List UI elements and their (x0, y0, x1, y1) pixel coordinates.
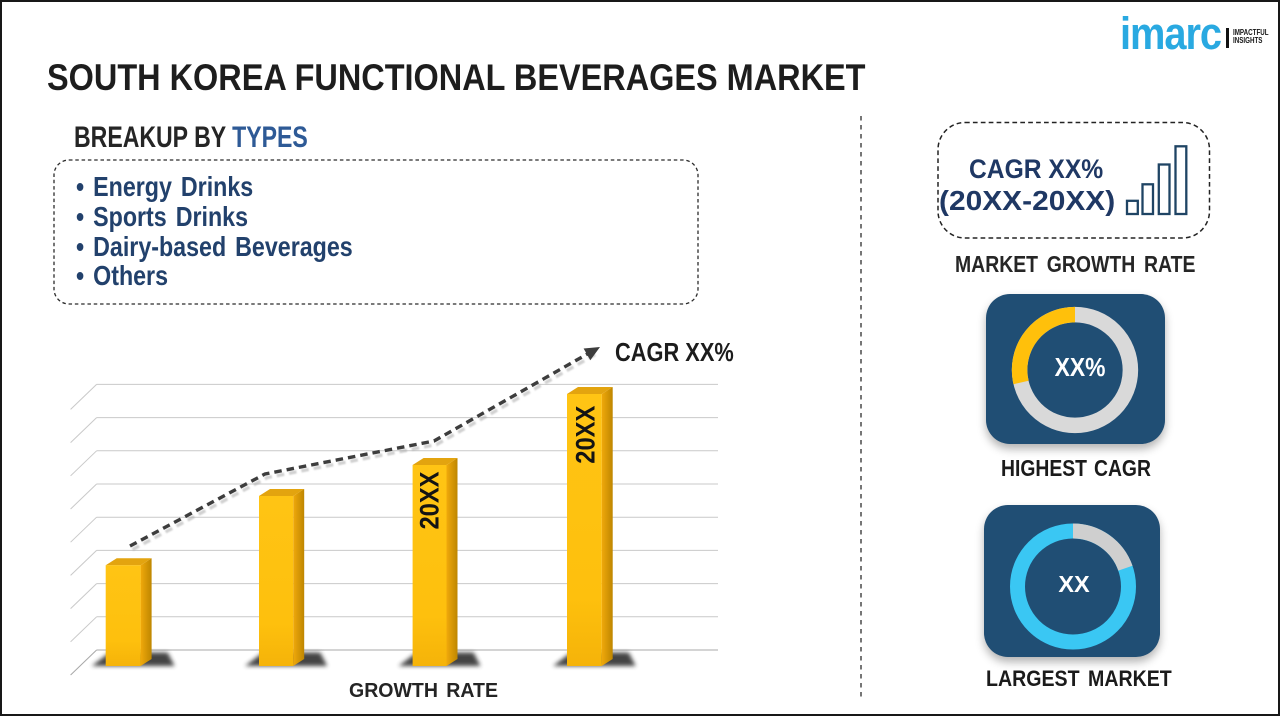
svg-text:20XX: 20XX (415, 472, 445, 530)
svg-text:20XX: 20XX (571, 406, 601, 464)
